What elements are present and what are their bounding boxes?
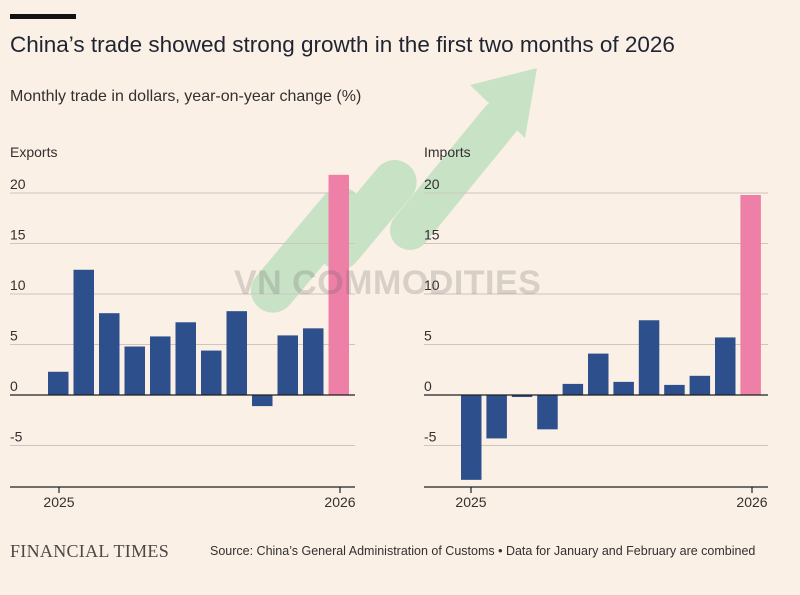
watermark-arrow-shaft	[390, 100, 520, 250]
imports-x-tick-label: 2025	[455, 494, 486, 510]
imports-bar	[486, 395, 507, 439]
imports-chart: Imports 20 15 10 5 0 -5 2025 2026	[424, 144, 768, 510]
exports-bar	[175, 322, 196, 395]
source-note: Source: China’s General Administration o…	[210, 544, 756, 558]
imports-x-tick-label: 2026	[736, 494, 767, 510]
imports-bar	[511, 395, 533, 398]
exports-bar	[124, 346, 145, 395]
imports-bar	[461, 395, 482, 480]
exports-bar	[73, 269, 94, 395]
exports-y-tick-label: 15	[10, 227, 26, 243]
imports-bar	[588, 353, 609, 395]
imports-y-tick-label: 5	[424, 328, 432, 344]
imports-y-tick-label: 10	[424, 277, 440, 293]
exports-y-tick-label: 10	[10, 277, 26, 293]
imports-bar	[638, 320, 660, 395]
imports-bar	[664, 384, 685, 395]
chart-title: China’s trade showed strong growth in th…	[10, 32, 675, 57]
chart-subtitle: Monthly trade in dollars, year-on-year c…	[10, 88, 362, 105]
watermark-text: VN COMMODITIES	[234, 264, 542, 302]
exports-bar	[303, 328, 324, 395]
imports-bar	[740, 195, 761, 395]
exports-bar	[226, 311, 247, 395]
imports-y-tick-label: 0	[424, 378, 432, 394]
exports-bar	[99, 313, 120, 395]
imports-bar	[613, 381, 634, 395]
exports-y-tick-label: 20	[10, 176, 26, 192]
exports-bar	[150, 336, 171, 395]
exports-bar	[328, 174, 349, 395]
imports-panel-title: Imports	[424, 144, 471, 160]
exports-chart: Exports 20 15 10 5 0 -5 2025 2026	[10, 144, 356, 510]
imports-bar	[537, 395, 558, 430]
imports-y-tick-label: 15	[424, 227, 440, 243]
exports-x-tick-label: 2025	[43, 494, 74, 510]
exports-panel-title: Exports	[10, 144, 57, 160]
exports-y-tick-label: 5	[10, 328, 18, 344]
exports-bar	[48, 371, 69, 395]
imports-y-tick-label: -5	[424, 429, 437, 445]
exports-y-tick-label: 0	[10, 378, 18, 394]
imports-bar	[715, 337, 736, 395]
watermark-arrow-head	[470, 68, 537, 138]
exports-bar	[277, 335, 298, 395]
top-accent-bar	[10, 14, 76, 19]
exports-x-tick-label: 2026	[324, 494, 355, 510]
exports-y-tick-label: -5	[10, 429, 23, 445]
imports-bar	[562, 383, 584, 395]
imports-bar	[689, 375, 711, 395]
exports-bar	[201, 350, 222, 395]
imports-y-tick-label: 20	[424, 176, 440, 192]
ft-logo: FINANCIAL TIMES	[10, 541, 170, 561]
exports-bar	[252, 395, 273, 407]
